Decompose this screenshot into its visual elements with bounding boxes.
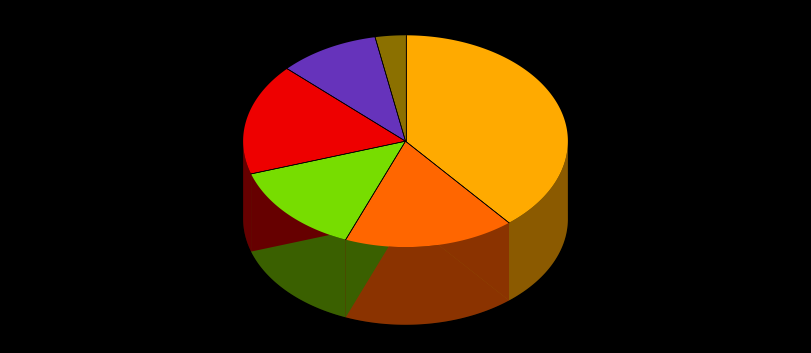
Polygon shape [251, 141, 406, 240]
Polygon shape [406, 35, 568, 223]
Polygon shape [251, 174, 345, 317]
Polygon shape [375, 35, 406, 141]
Polygon shape [509, 142, 568, 300]
Polygon shape [287, 37, 406, 141]
Polygon shape [406, 141, 509, 300]
Polygon shape [345, 141, 406, 317]
Polygon shape [251, 141, 406, 252]
Polygon shape [251, 141, 406, 252]
Polygon shape [345, 141, 509, 247]
Polygon shape [243, 69, 406, 174]
Polygon shape [345, 141, 406, 317]
Ellipse shape [243, 113, 568, 325]
Polygon shape [406, 141, 509, 300]
Polygon shape [345, 223, 509, 325]
Polygon shape [243, 142, 251, 252]
